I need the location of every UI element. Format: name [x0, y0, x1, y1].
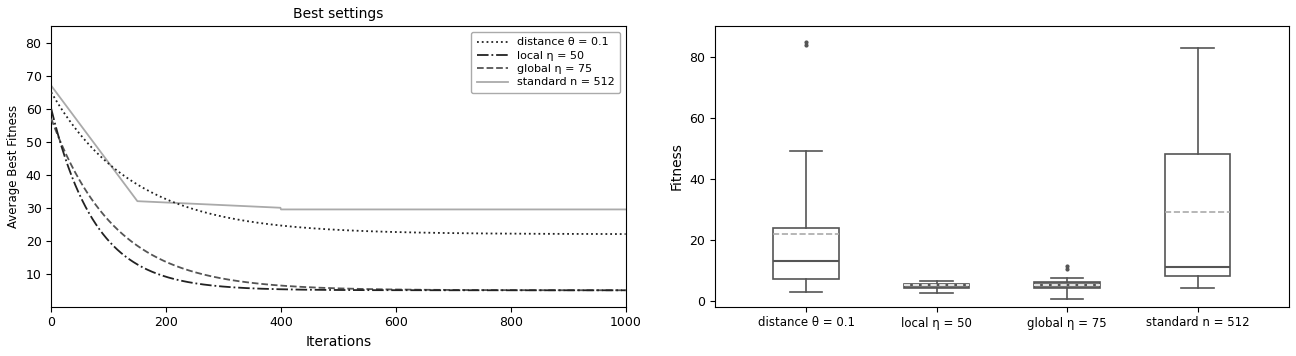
PathPatch shape	[1034, 282, 1100, 288]
Title: Best settings: Best settings	[293, 7, 384, 21]
X-axis label: Iterations: Iterations	[306, 335, 372, 349]
Y-axis label: Average Best Fitness: Average Best Fitness	[6, 105, 19, 228]
Y-axis label: Fitness: Fitness	[669, 143, 683, 190]
PathPatch shape	[774, 227, 839, 279]
PathPatch shape	[903, 284, 969, 288]
Legend: distance θ = 0.1, local η = 50, global η = 75, standard n = 512: distance θ = 0.1, local η = 50, global η…	[472, 32, 619, 93]
PathPatch shape	[1165, 155, 1230, 276]
